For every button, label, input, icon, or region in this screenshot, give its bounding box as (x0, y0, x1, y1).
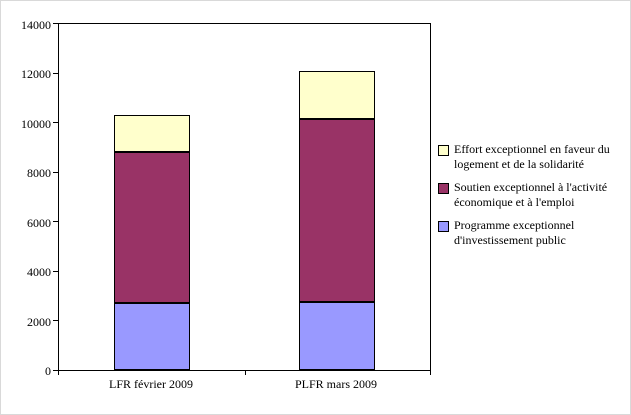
y-tick-label: 4000 (27, 265, 51, 280)
legend-item: Effort exceptionnel en faveur du logemen… (438, 142, 630, 172)
y-tick-label: 14000 (21, 18, 51, 32)
y-tick-label: 12000 (21, 67, 51, 82)
legend: Effort exceptionnel en faveur du logemen… (438, 142, 630, 256)
legend-swatch (438, 183, 449, 194)
y-axis: 0 2000 4000 6000 8000 10000 12000 14000 (1, 18, 51, 378)
plot-area (58, 23, 431, 371)
bar-segment-series-2-cat-1 (299, 71, 375, 119)
y-tick-mark (53, 171, 58, 173)
legend-label: Programme exceptionnel d'investissement … (454, 218, 575, 247)
y-tick-label: 2000 (27, 314, 51, 329)
y-tick-label: 0 (45, 364, 51, 378)
x-axis-label: PLFR mars 2009 (294, 377, 377, 391)
legend-label: Effort exceptionnel en faveur du logemen… (454, 142, 610, 171)
y-tick-mark (53, 72, 58, 74)
y-tick-mark (53, 270, 58, 272)
y-tick-label: 6000 (27, 215, 51, 230)
y-tick-mark (53, 320, 58, 322)
y-tick-label: 8000 (27, 166, 51, 181)
x-axis-label: LFR février 2009 (109, 377, 193, 391)
bar-segment-series-0-cat-1 (299, 302, 375, 370)
bar-segment-series-2-cat-0 (114, 115, 190, 152)
y-tick-mark (53, 122, 58, 124)
x-tick-mark (58, 371, 59, 375)
bar-segment-series-0-cat-0 (114, 303, 190, 370)
y-tick-mark (53, 370, 58, 371)
y-tick-mark (53, 221, 58, 223)
legend-label: Soutien exceptionnel à l'activité économ… (454, 180, 608, 209)
legend-item: Programme exceptionnel d'investissement … (438, 218, 630, 248)
legend-item: Soutien exceptionnel à l'activité économ… (438, 180, 630, 210)
bar-segment-series-1-cat-1 (299, 119, 375, 302)
legend-swatch (438, 145, 449, 156)
x-tick-mark (430, 371, 431, 375)
legend-swatch (438, 221, 449, 232)
bar-segment-series-1-cat-0 (114, 152, 190, 303)
y-tick-label: 10000 (21, 116, 51, 131)
x-tick-mark (245, 371, 246, 375)
y-tick-mark (53, 23, 58, 24)
